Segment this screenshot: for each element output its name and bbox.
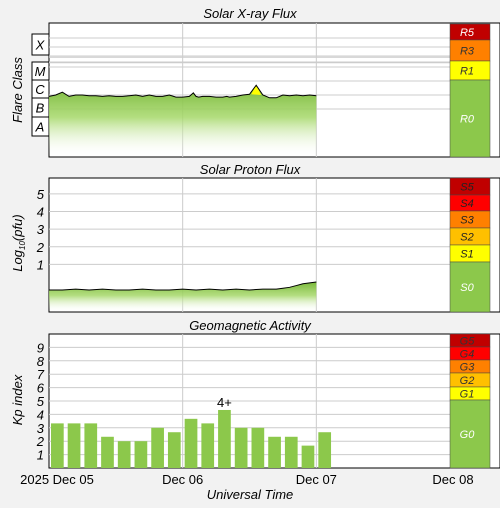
ytick-label: 4 [37, 407, 44, 422]
ytick-label: 1 [37, 448, 44, 463]
kp-bar [67, 423, 81, 468]
xtick-label: 2025 Dec 05 [20, 472, 94, 487]
scale-r0 [449, 79, 491, 158]
xray-ylabel: Flare Class [10, 57, 25, 123]
kp-bar [201, 423, 215, 468]
solar-radiation-scale: S5 S4 S3 S2 S1 S0 [449, 177, 491, 313]
kp-bar [84, 423, 98, 468]
scale-label: G2 [460, 375, 475, 387]
flare-class-label: X [35, 38, 46, 53]
scale-label: S1 [460, 249, 473, 261]
flare-peak [251, 85, 262, 95]
proton-line [49, 281, 317, 291]
ytick-label: 7 [37, 367, 45, 382]
proton-yticks: 5 4 3 2 1 [36, 187, 45, 273]
flare-class-label: M [35, 64, 46, 79]
ytick-label: 3 [37, 222, 45, 237]
xtick-label: Dec 06 [162, 472, 203, 487]
ytick-label: 5 [37, 394, 45, 409]
scale-label: S2 [460, 232, 473, 244]
scale-label: R3 [460, 46, 475, 58]
kp-bar [268, 436, 281, 468]
kp-bar [318, 432, 332, 468]
ytick-label: 3 [37, 421, 45, 436]
kp-title: Geomagnetic Activity [189, 318, 312, 333]
kp-bar [151, 427, 164, 468]
proton-area [49, 282, 317, 312]
scale-label: G5 [460, 336, 476, 348]
scale-label: R0 [460, 114, 475, 126]
scale-label: R1 [460, 66, 474, 78]
scale-label: S3 [460, 215, 474, 227]
proton-title: Solar Proton Flux [200, 162, 301, 177]
x-axis-ticks: 2025 Dec 05 Dec 06 Dec 07 Dec 08 [20, 472, 473, 487]
kp-bars [51, 409, 332, 468]
kp-bar [167, 432, 181, 468]
scale-label: G1 [460, 389, 475, 401]
kp-bar [51, 423, 64, 468]
scale-s0 [449, 261, 491, 313]
kp-bar [184, 418, 198, 468]
scale-g0 [449, 399, 491, 469]
x-axis-label: Universal Time [207, 487, 294, 502]
scale-label: G0 [460, 429, 476, 441]
kp-bar [251, 427, 265, 468]
proton-ylabel: Log10(pfu) [10, 214, 27, 271]
xray-title: Solar X-ray Flux [203, 6, 297, 21]
ytick-label: 1 [37, 257, 44, 272]
ytick-label: 8 [37, 354, 45, 369]
scale-label: G3 [460, 362, 476, 374]
scale-label: S0 [460, 282, 474, 294]
kp-bar [117, 441, 131, 468]
kp-bar [301, 445, 315, 468]
flare-class-label: A [35, 120, 45, 135]
flare-class-label: B [36, 101, 45, 116]
radio-blackout-scale: R5 R3 R1 R0 [449, 23, 491, 158]
kp-ylabel: Kp index [10, 374, 25, 425]
kp-bar [134, 441, 148, 468]
ytick-label: 2 [36, 240, 45, 255]
xray-series [48, 84, 317, 157]
scale-label: S5 [460, 182, 474, 194]
kp-annotation: 4+ [217, 395, 232, 410]
ytick-label: 2 [36, 434, 45, 449]
kp-bar [101, 436, 114, 468]
kp-bar [234, 427, 248, 468]
proton-series [49, 281, 317, 312]
flare-class-label: C [35, 82, 45, 97]
xtick-label: Dec 08 [432, 472, 473, 487]
xtick-label: Dec 07 [296, 472, 337, 487]
ytick-label: 6 [37, 381, 45, 396]
proton-grid [49, 178, 450, 312]
xray-line [48, 84, 317, 99]
ytick-label: 5 [37, 187, 45, 202]
ytick-label: 4 [37, 205, 44, 220]
scale-label: R5 [460, 27, 475, 39]
kp-bar [284, 436, 298, 468]
kp-bar [218, 409, 231, 468]
xray-area [49, 85, 317, 157]
ytick-label: 9 [37, 340, 44, 355]
scale-label: G4 [460, 349, 475, 361]
kp-grid [49, 334, 450, 468]
scale-label: S4 [460, 198, 473, 210]
